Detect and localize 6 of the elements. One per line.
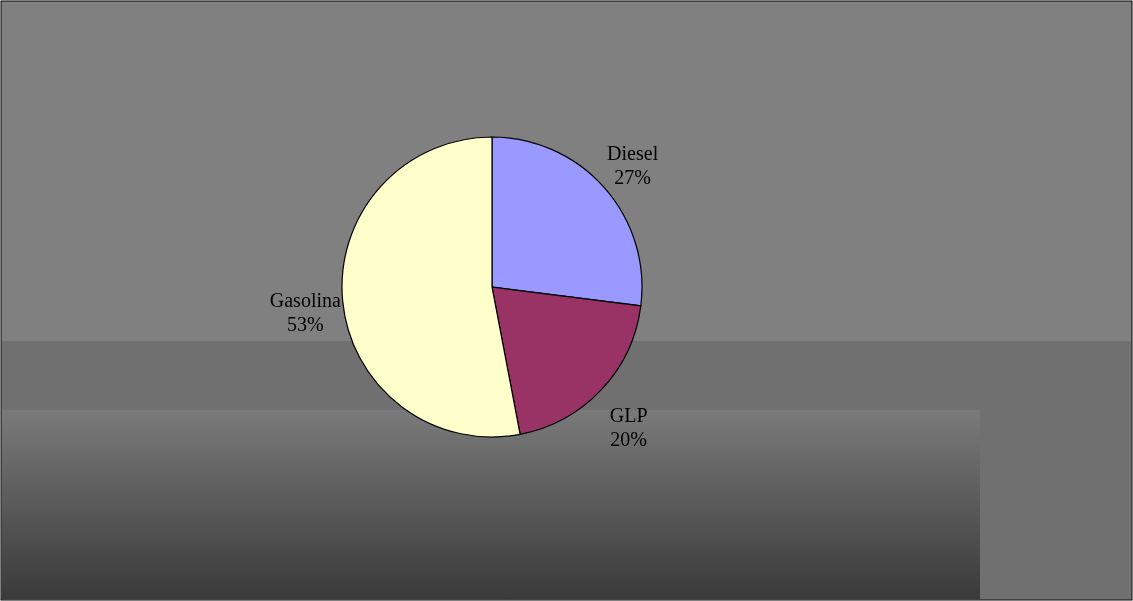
data-label: 53%: [287, 313, 324, 336]
slice-label: GLP: [609, 404, 648, 427]
data-label: 20%: [610, 428, 648, 451]
data-label: 27%: [614, 166, 651, 189]
slice-label: Diesel: [607, 142, 659, 165]
slice-label: Gasolina: [269, 289, 341, 312]
